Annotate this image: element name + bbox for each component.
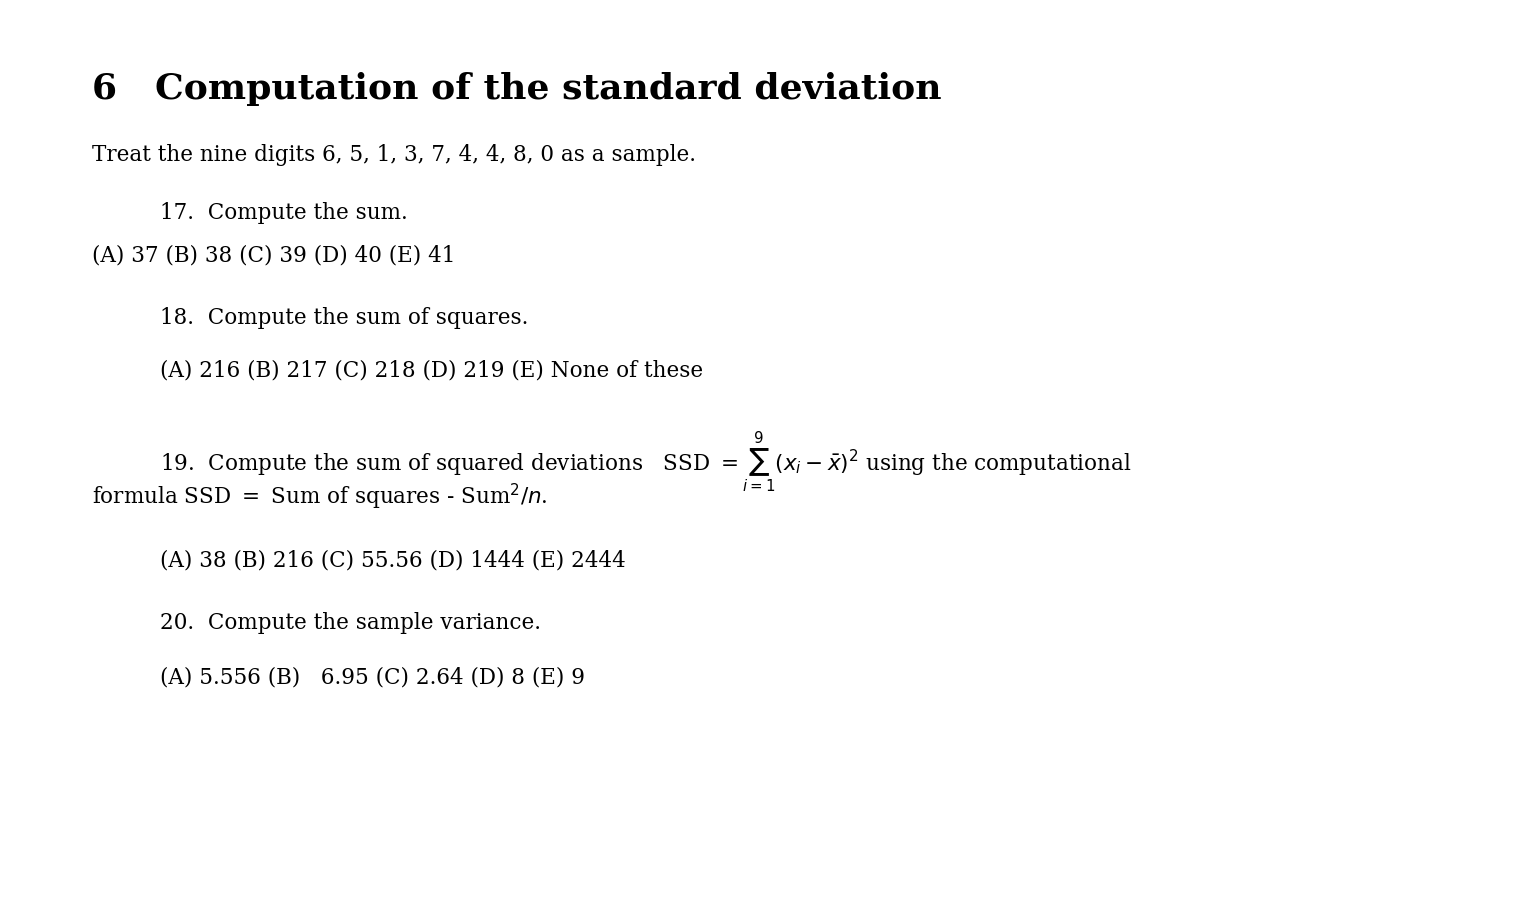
Text: 18.  Compute the sum of squares.: 18. Compute the sum of squares.: [160, 307, 529, 329]
Text: 19.  Compute the sum of squared deviations   SSD $= \sum_{i=1}^{9}(x_i - \bar{x}: 19. Compute the sum of squared deviation…: [160, 431, 1132, 495]
Text: (A) 216 (B) 217 (C) 218 (D) 219 (E) None of these: (A) 216 (B) 217 (C) 218 (D) 219 (E) None…: [160, 359, 703, 381]
Text: formula SSD $=$ Sum of squares - Sum$^2/n$.: formula SSD $=$ Sum of squares - Sum$^2/…: [92, 482, 547, 513]
Text: 20.  Compute the sample variance.: 20. Compute the sample variance.: [160, 612, 541, 634]
Text: 6   Computation of the standard deviation: 6 Computation of the standard deviation: [92, 72, 941, 106]
Text: (A) 37 (B) 38 (C) 39 (D) 40 (E) 41: (A) 37 (B) 38 (C) 39 (D) 40 (E) 41: [92, 244, 455, 266]
Text: 17.  Compute the sum.: 17. Compute the sum.: [160, 202, 408, 224]
Text: (A) 5.556 (B)   6.95 (C) 2.64 (D) 8 (E) 9: (A) 5.556 (B) 6.95 (C) 2.64 (D) 8 (E) 9: [160, 666, 585, 688]
Text: (A) 38 (B) 216 (C) 55.56 (D) 1444 (E) 2444: (A) 38 (B) 216 (C) 55.56 (D) 1444 (E) 24…: [160, 550, 626, 571]
Text: Treat the nine digits 6, 5, 1, 3, 7, 4, 4, 8, 0 as a sample.: Treat the nine digits 6, 5, 1, 3, 7, 4, …: [92, 144, 695, 165]
